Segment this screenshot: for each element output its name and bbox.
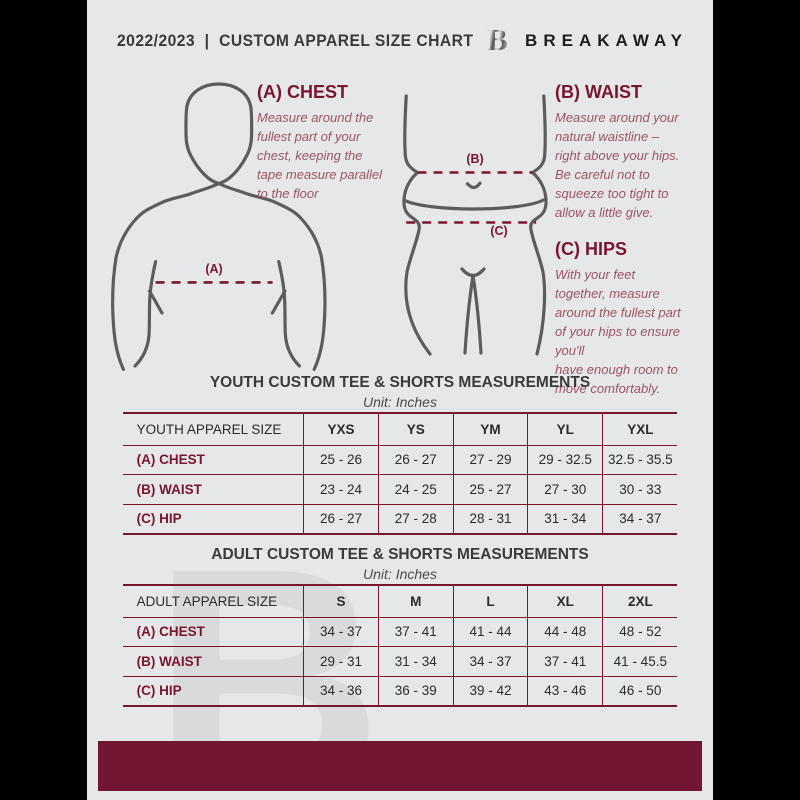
svg-text:(C): (C) — [490, 224, 507, 238]
svg-text:(A): (A) — [205, 262, 222, 276]
svg-text:(B): (B) — [466, 152, 483, 166]
